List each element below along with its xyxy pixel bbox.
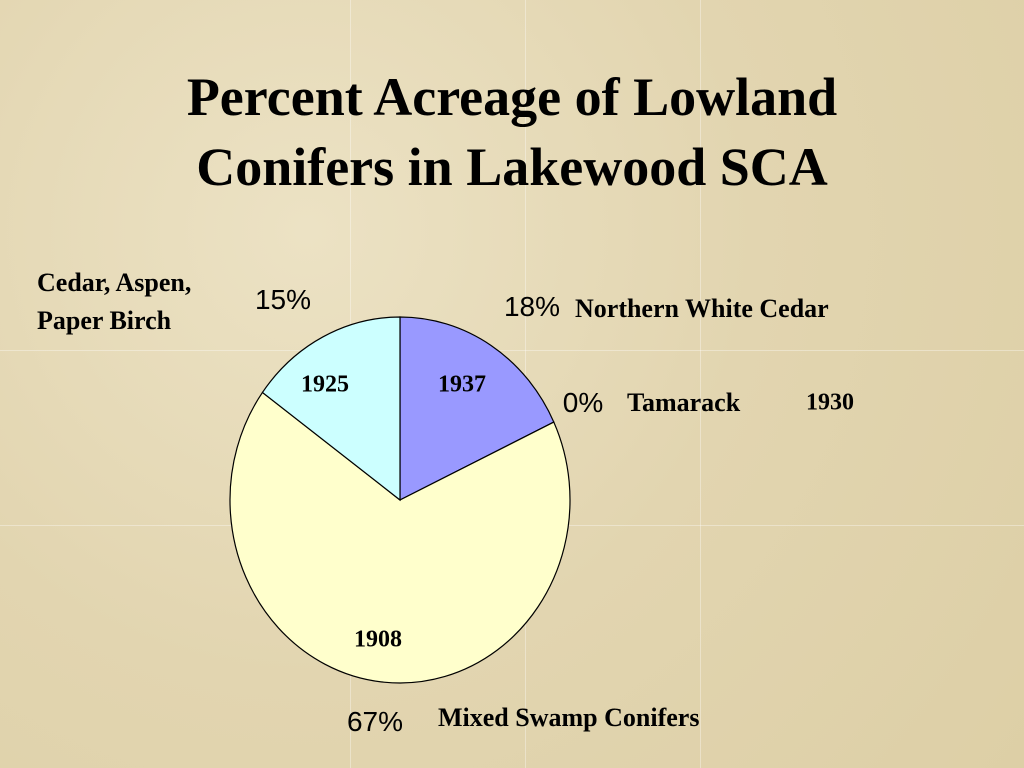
- data-label: 15%: [254, 284, 312, 315]
- pie-slice: [399, 316, 555, 501]
- slice-name: Tamarack: [627, 388, 741, 417]
- chart-title: Percent Acreage of Lowland Conifers in L…: [186, 67, 838, 197]
- data-label: 67%: [346, 706, 404, 737]
- year-label: 1930: [806, 389, 854, 416]
- data-label: 18%: [503, 291, 561, 322]
- pie-slice: [261, 316, 401, 502]
- pie-slice: [229, 391, 571, 684]
- data-label: 0%: [562, 387, 604, 418]
- slice-name: Cedar, Aspen, Paper Birch: [37, 268, 192, 335]
- slice-name: Mixed Swamp Conifers: [438, 703, 700, 732]
- year-label: 1937: [438, 371, 486, 398]
- texture-line: [700, 0, 701, 768]
- slice-name: Northern White Cedar: [575, 294, 829, 323]
- texture-line: [0, 350, 1024, 351]
- year-label: 1908: [354, 626, 402, 653]
- year-label: 1925: [301, 371, 349, 398]
